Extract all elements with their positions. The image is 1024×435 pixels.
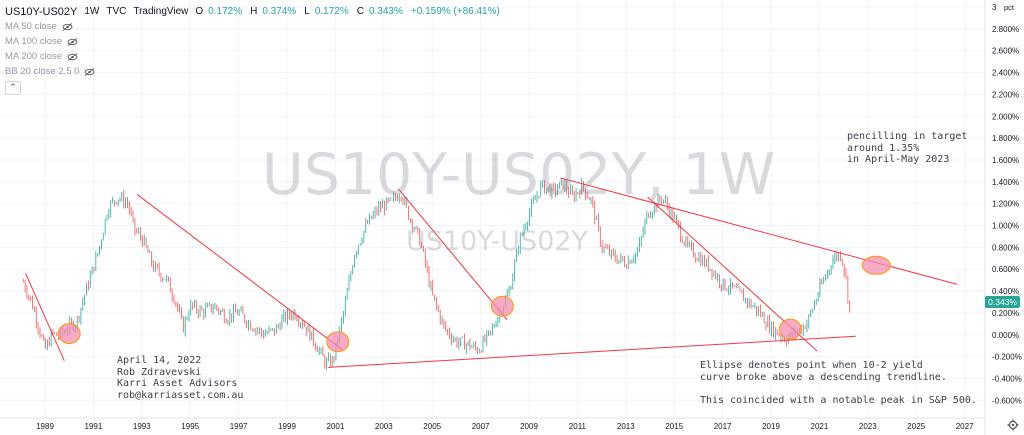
y-tick-label: 0.000% — [992, 331, 1019, 340]
source: TVC — [106, 6, 127, 17]
x-tick-label: 1995 — [181, 422, 199, 431]
highlight-ellipse — [490, 295, 514, 317]
indicator-ma200[interactable]: MA 200 close — [5, 49, 503, 64]
author-note: April 14, 2022 Rob Zdravevski Karri Asse… — [117, 355, 244, 401]
ohlc-close-value: 0.343% — [368, 6, 403, 17]
x-tick-label: 1993 — [133, 422, 151, 431]
y-tick-label: 1.400% — [992, 178, 1019, 187]
y-unit-label: pct — [1004, 3, 1015, 12]
y-tick-label: 2.400% — [992, 69, 1019, 78]
ohlc-open-value: 0.172% — [208, 6, 243, 17]
platform: TradingView — [133, 6, 189, 17]
interval[interactable]: 1W — [84, 6, 100, 17]
indicator-label: MA 50 close — [5, 21, 57, 32]
ellipse-note: Ellipse denotes point when 10-2 yield cu… — [700, 360, 977, 406]
trendline — [560, 177, 958, 285]
x-tick-label: 2009 — [520, 422, 538, 431]
x-tick-label: 2005 — [423, 422, 441, 431]
ohlc-open-key: O — [195, 6, 204, 17]
x-tick-label: 1989 — [36, 422, 54, 431]
y-tick-label: -0.600% — [992, 396, 1022, 405]
x-tick-label: 2025 — [907, 422, 925, 431]
y-tick-label: -0.400% — [992, 374, 1022, 383]
trendline — [328, 335, 856, 368]
x-tick-label: 2003 — [375, 422, 393, 431]
target-note: pencilling in target around 1.35% in Apr… — [847, 131, 968, 165]
x-tick-label: 2023 — [859, 422, 877, 431]
indicator-ma50[interactable]: MA 50 close — [5, 19, 503, 34]
symbol-name[interactable]: US10Y-US02Y — [5, 5, 78, 18]
y-tick-label: 3 — [992, 3, 997, 12]
symbol-row: US10Y-US02Y 1W TVC TradingView O 0.172% H… — [5, 4, 503, 19]
highlight-ellipse — [861, 255, 891, 275]
current-price-label: 0.343% — [985, 296, 1020, 308]
trendline — [136, 193, 343, 351]
x-tick-label: 2007 — [472, 422, 490, 431]
price-axis: 3 2.800% 2.600% 2.400% 2.200% 2.000% 1.800% 1.6… — [992, 3, 1022, 405]
x-tick-label: 2019 — [762, 422, 780, 431]
x-tick-label: 2011 — [569, 422, 587, 431]
y-tick-label: 0.800% — [992, 243, 1019, 252]
eye-off-icon[interactable] — [84, 67, 95, 76]
change-value: +0.159% (+86.41%) — [410, 6, 500, 17]
x-tick-label: 2001 — [327, 422, 345, 431]
eye-off-icon[interactable] — [67, 37, 78, 46]
y-tick-label: 2.800% — [992, 25, 1019, 34]
indicator-label: BB 20 close 2.5 0 — [5, 66, 80, 77]
ellipses — [57, 255, 891, 353]
highlight-ellipse — [326, 331, 350, 353]
x-tick-label: 1991 — [85, 422, 103, 431]
time-axis: 1989 1991 1993 1995 1997 1999 2001 2003 2005 2007… — [36, 422, 974, 431]
indicator-ma100[interactable]: MA 100 close — [5, 34, 503, 49]
y-tick-label: 1.000% — [992, 222, 1019, 231]
y-tick-label: -0.200% — [992, 353, 1022, 362]
eye-off-icon[interactable] — [62, 22, 73, 31]
x-tick-label: 2021 — [811, 422, 829, 431]
y-tick-label: 0.600% — [992, 265, 1019, 274]
x-tick-label: 2017 — [714, 422, 732, 431]
price-series — [22, 177, 851, 370]
indicator-label: MA 100 close — [5, 36, 63, 47]
trendline — [25, 273, 65, 362]
indicator-label: MA 200 close — [5, 51, 63, 62]
chart-legend: US10Y-US02Y 1W TVC TradingView O 0.172% H… — [5, 4, 503, 95]
indicator-bb[interactable]: BB 20 close 2.5 0 — [5, 64, 503, 79]
ohlc-low-key: L — [304, 6, 310, 17]
y-tick-label: 1.200% — [992, 200, 1019, 209]
trendlines — [25, 177, 958, 368]
gear-icon[interactable] — [1007, 419, 1019, 431]
y-tick-label: 2.000% — [992, 112, 1019, 121]
chevron-up-icon: ⌃ — [9, 82, 17, 92]
grid — [0, 0, 985, 418]
x-tick-label: 2013 — [617, 422, 635, 431]
ohlc-high-value: 0.374% — [262, 6, 297, 17]
y-tick-label: 0.400% — [992, 287, 1019, 296]
highlight-ellipse — [57, 323, 81, 345]
x-tick-label: 2027 — [956, 422, 974, 431]
y-tick-label: 1.800% — [992, 134, 1019, 143]
x-tick-label: 2015 — [665, 422, 683, 431]
y-tick-label: 2.600% — [992, 47, 1019, 56]
x-tick-label: 1999 — [278, 422, 296, 431]
x-tick-label: 1997 — [230, 422, 248, 431]
ohlc-close-key: C — [356, 6, 364, 17]
ohlc-high-key: H — [250, 6, 258, 17]
y-tick-label: 0.200% — [992, 309, 1019, 318]
highlight-ellipse — [778, 318, 802, 340]
eye-off-icon[interactable] — [67, 52, 78, 61]
y-tick-label: 2.200% — [992, 90, 1019, 99]
y-tick-label: 1.600% — [992, 156, 1019, 165]
trendline — [397, 188, 508, 321]
ohlc-low-value: 0.172% — [314, 6, 349, 17]
collapse-legend-button[interactable]: ⌃ — [5, 81, 21, 95]
